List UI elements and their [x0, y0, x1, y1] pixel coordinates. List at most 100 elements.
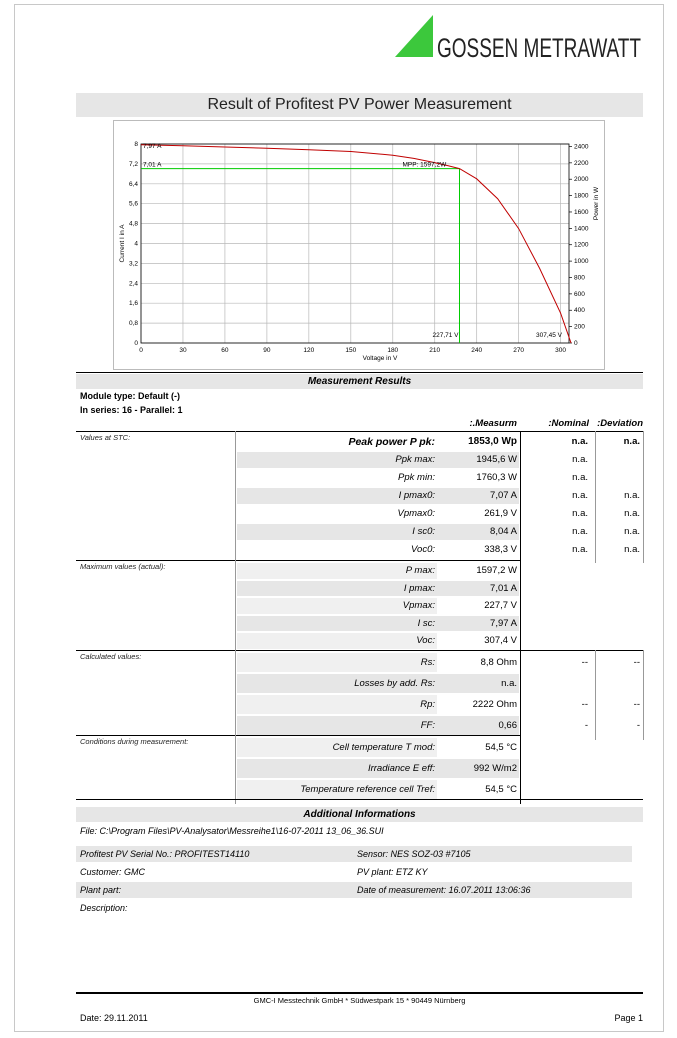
section-heading: Additional Informations — [76, 807, 643, 822]
footer-rule — [76, 992, 643, 994]
nominal: n.a. — [571, 436, 588, 447]
row-label: P max: — [405, 565, 435, 576]
row-shade — [76, 846, 632, 862]
y-axis-label: Current I in A — [119, 224, 126, 263]
group-rule — [76, 650, 643, 651]
row-shade — [237, 615, 519, 631]
group-divider — [520, 735, 521, 804]
group-rule — [76, 799, 643, 800]
row-shade — [237, 759, 519, 778]
y-tick-label: 5,6 — [129, 201, 138, 208]
measured: 307,4 V — [484, 635, 517, 646]
info-cell: Plant part: — [80, 885, 122, 895]
measured: 7,97 A — [490, 617, 517, 629]
y2-tick-label: 1400 — [574, 225, 589, 232]
row-label: Temperature reference cell Tref: — [300, 784, 435, 795]
group-divider — [235, 431, 236, 563]
group-rule — [76, 735, 520, 736]
y-tick-label: 4 — [134, 241, 138, 248]
row-label: Ppk max: — [395, 454, 435, 465]
x-tick-label: 0 — [139, 347, 143, 354]
row-label: Irradiance E eff: — [367, 763, 435, 774]
footer-date: Date: 29.11.2011 — [80, 1013, 148, 1023]
measured: 1945,6 W — [476, 454, 517, 465]
report-title: Result of Profitest PV Power Measurement — [76, 93, 643, 117]
nominal: n.a. — [572, 544, 588, 555]
group-divider — [235, 560, 236, 654]
deviation: n.a. — [624, 526, 640, 537]
row-shade — [237, 452, 519, 468]
row-shade — [237, 716, 519, 735]
y2-tick-label: 1600 — [574, 209, 589, 216]
measured: 7,01 A — [490, 582, 517, 594]
x-tick-label: 30 — [179, 347, 187, 354]
group-divider — [595, 650, 596, 740]
in-series: In series: 16 - Parallel: 1 — [80, 405, 183, 415]
nominal: -- — [581, 657, 588, 668]
y2-tick-label: 2000 — [574, 176, 589, 183]
annotation: 7,01 A — [143, 162, 162, 169]
group-label: Conditions during measurement: — [80, 737, 189, 746]
measured: 54,5 °C — [485, 742, 517, 753]
nominal: n.a. — [572, 526, 588, 537]
x-tick-label: 210 — [429, 347, 440, 354]
row-shade — [237, 653, 437, 672]
nominal: -- — [581, 699, 588, 710]
row-label: I sc: — [417, 617, 435, 629]
row-label: FF: — [420, 720, 435, 731]
group-rule — [76, 431, 643, 432]
y2-tick-label: 400 — [574, 307, 585, 314]
deviation: n.a. — [624, 490, 640, 501]
row-label: Cell temperature T mod: — [332, 742, 435, 753]
row-shade — [76, 882, 632, 898]
measured: 1760,3 W — [476, 472, 517, 483]
measured: 8,8 Ohm — [480, 657, 517, 668]
annotation: 227,71 V — [432, 332, 459, 339]
row-label: Voc: — [416, 635, 435, 646]
column-header: Measurm.: — [469, 418, 517, 429]
y-tick-label: 0,8 — [129, 320, 138, 327]
row-label: Peak power P pk: — [348, 436, 435, 448]
row-shade — [237, 524, 519, 540]
measured: 0,66 — [498, 720, 518, 731]
group-divider — [643, 431, 644, 563]
iv-curve — [140, 144, 572, 344]
row-shade — [237, 780, 437, 799]
info-cell: Profitest PV Serial No.: PROFITEST14110 — [80, 849, 250, 859]
measured: n.a. — [501, 678, 517, 689]
deviation: -- — [633, 657, 640, 668]
info-cell: PV plant: ETZ KY — [357, 867, 428, 877]
deviation: n.a. — [624, 544, 640, 555]
y2-axis-label: Power in W — [593, 186, 600, 220]
y2-tick-label: 2400 — [574, 143, 589, 150]
measured: 261,9 V — [484, 508, 517, 519]
row-label: I pmax0: — [398, 490, 435, 501]
x-tick-label: 270 — [513, 347, 524, 354]
deviation: n.a. — [623, 436, 640, 447]
group-divider — [643, 650, 644, 740]
measured: 992 W/m2 — [473, 763, 517, 774]
x-tick-label: 90 — [263, 347, 271, 354]
annotation: 7,97 A — [143, 143, 162, 150]
deviation: - — [636, 720, 640, 731]
nominal: n.a. — [572, 454, 588, 465]
row-shade — [237, 633, 437, 649]
footer-page: Page 1 — [614, 1013, 643, 1023]
row-label: I sc0: — [412, 526, 435, 537]
group-divider — [595, 431, 596, 563]
measured: 7,07 A — [490, 490, 517, 501]
y2-tick-label: 200 — [574, 324, 585, 331]
x-tick-label: 300 — [555, 347, 566, 354]
info-cell: Customer: GMC — [80, 867, 146, 877]
row-shade — [237, 580, 519, 596]
row-label: Rs: — [420, 657, 435, 668]
group-divider — [520, 650, 521, 740]
measured: 1597,2 W — [476, 565, 517, 576]
measured: 338,3 V — [484, 544, 517, 555]
info-cell: Date of measurement: 16.07.2011 13:06:36 — [357, 885, 531, 895]
description: Description: — [80, 903, 128, 913]
x-tick-label: 180 — [387, 347, 398, 354]
group-label: Values at STC: — [80, 433, 131, 442]
row-label: Ppk min: — [398, 472, 435, 483]
